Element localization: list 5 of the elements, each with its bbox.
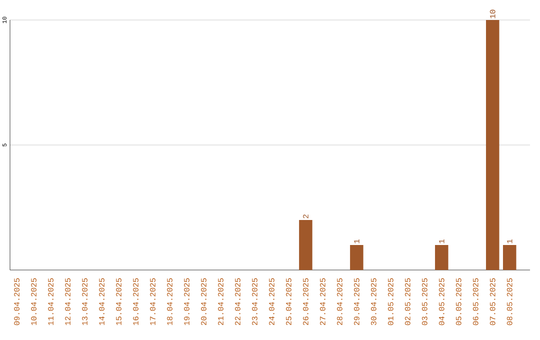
bar (299, 220, 312, 270)
bar (486, 20, 500, 270)
bar (350, 245, 364, 270)
bar (502, 245, 516, 270)
bar (435, 245, 448, 270)
